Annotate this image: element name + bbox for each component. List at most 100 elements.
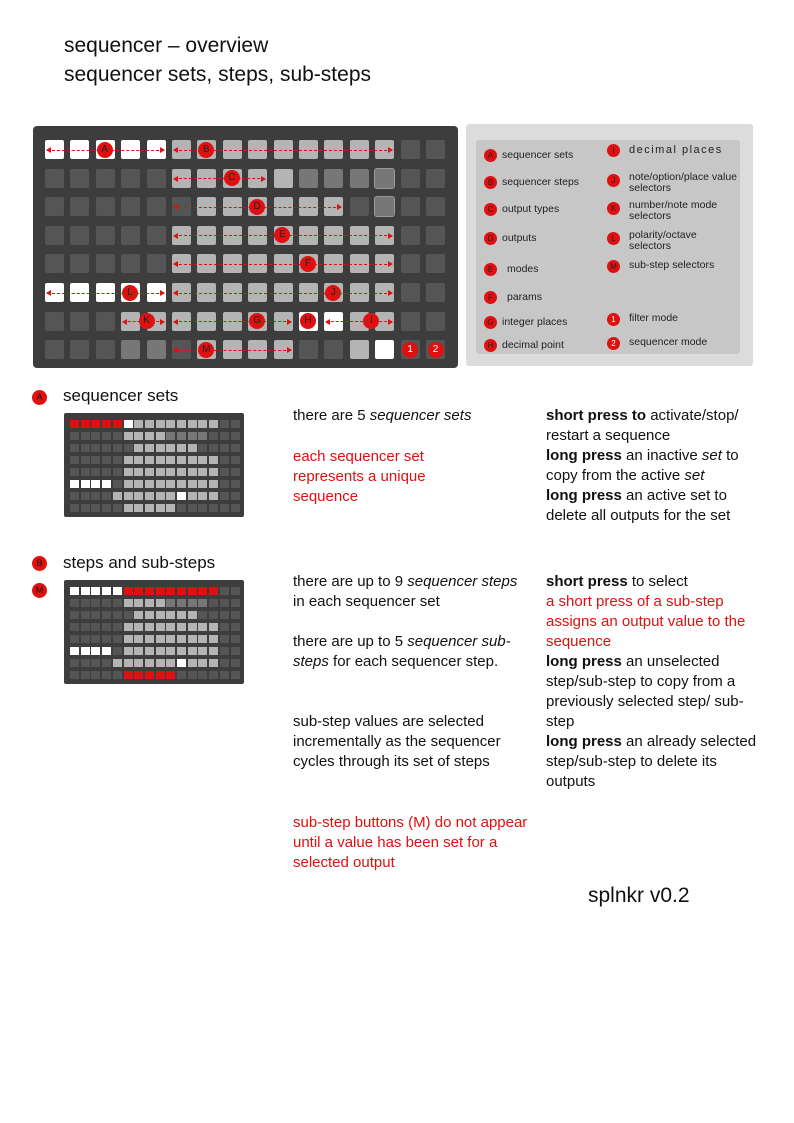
legend-item: outputs xyxy=(502,232,537,244)
grid-button[interactable] xyxy=(375,340,395,360)
grid-button[interactable] xyxy=(121,225,141,245)
mini-grid-button xyxy=(187,623,197,631)
grid-button[interactable] xyxy=(426,283,445,302)
grid-button[interactable] xyxy=(121,254,141,274)
arrowhead-right-icon xyxy=(286,347,292,354)
grid-button[interactable] xyxy=(45,197,64,217)
mini-grid-button xyxy=(134,444,144,452)
mini-grid-button xyxy=(102,587,112,595)
grid-button[interactable] xyxy=(45,340,64,360)
mini-grid-button xyxy=(198,671,208,679)
grid-button[interactable] xyxy=(95,168,115,188)
legend-item: note/option/place value selectors xyxy=(629,171,737,194)
mini-grid-button xyxy=(219,456,229,464)
grid-button[interactable] xyxy=(426,168,445,188)
arrowhead-right-icon xyxy=(337,204,343,211)
mini-grid-button xyxy=(155,635,165,643)
grid-button[interactable] xyxy=(121,168,141,188)
mini-grid-button xyxy=(166,444,176,452)
mini-grid-button xyxy=(187,647,197,655)
mini-grid-button xyxy=(123,599,133,607)
mini-grid-button xyxy=(102,420,112,428)
grid-button[interactable] xyxy=(45,254,64,274)
mini-grid-button xyxy=(219,468,229,476)
grid-button[interactable] xyxy=(324,340,344,360)
mini-grid-button xyxy=(209,671,219,679)
mini-grid-button xyxy=(112,647,122,655)
mini-grid-button xyxy=(230,492,240,500)
grid-button[interactable] xyxy=(95,254,115,274)
grid-button[interactable] xyxy=(146,340,166,360)
grid-button[interactable] xyxy=(45,168,64,188)
grid-button[interactable] xyxy=(400,197,420,217)
mini-grid-button xyxy=(91,420,101,428)
grid-button[interactable] xyxy=(349,168,369,188)
grid-button[interactable] xyxy=(299,340,318,360)
grid-button[interactable] xyxy=(400,168,420,188)
grid-button[interactable] xyxy=(146,254,166,274)
grid-button[interactable] xyxy=(70,311,90,331)
grid-button[interactable] xyxy=(374,196,396,218)
grid-button[interactable] xyxy=(400,140,420,159)
grid-button[interactable] xyxy=(146,197,166,217)
mini-grid-button xyxy=(177,659,186,667)
grid-button[interactable] xyxy=(400,254,420,274)
grid-button[interactable] xyxy=(400,311,420,331)
grid-button[interactable] xyxy=(273,168,293,188)
mini-grid-button xyxy=(112,671,122,679)
mini-grid-button xyxy=(209,456,219,464)
mini-grid-button xyxy=(209,420,219,428)
grid-button[interactable] xyxy=(400,225,420,245)
grid-button[interactable] xyxy=(299,168,318,188)
grid-button[interactable] xyxy=(426,311,445,331)
grid-button[interactable] xyxy=(146,225,166,245)
grid-button[interactable] xyxy=(349,340,369,360)
grid-button[interactable] xyxy=(146,168,166,188)
mini-grid-button xyxy=(219,480,229,488)
mini-grid-button xyxy=(166,611,176,619)
mini-grid-button xyxy=(80,480,90,488)
mini-grid-button xyxy=(198,432,208,440)
mini-grid-button xyxy=(80,587,90,595)
grid-button[interactable] xyxy=(70,254,90,274)
mini-grid-button xyxy=(112,420,122,428)
grid-button[interactable] xyxy=(121,340,141,360)
grid-button[interactable] xyxy=(95,197,115,217)
arrowhead-left-icon xyxy=(173,347,178,354)
arrowhead-right-icon xyxy=(159,290,165,296)
grid-button[interactable] xyxy=(95,340,115,360)
grid-button[interactable] xyxy=(45,311,64,331)
mini-grid-button xyxy=(198,659,208,667)
grid-button[interactable] xyxy=(400,283,420,302)
mini-grid-button xyxy=(219,623,229,631)
grid-button[interactable] xyxy=(95,311,115,331)
grid-button[interactable] xyxy=(426,197,445,217)
mini-grid-button xyxy=(187,587,197,595)
grid-button[interactable] xyxy=(374,167,396,189)
version-footer: splnkr v0.2 xyxy=(588,884,690,907)
mini-grid-button xyxy=(187,599,197,607)
grid-button[interactable] xyxy=(426,254,445,274)
grid-button[interactable] xyxy=(70,168,90,188)
arrowhead-right-icon xyxy=(159,318,165,325)
mini-grid-button xyxy=(102,504,112,512)
grid-button[interactable] xyxy=(45,225,64,245)
grid-button[interactable] xyxy=(426,225,445,245)
grid-button[interactable] xyxy=(70,197,90,217)
mini-grid-button xyxy=(144,480,154,488)
label-j: J xyxy=(325,284,342,301)
grid-button[interactable] xyxy=(121,197,141,217)
grid-button[interactable] xyxy=(426,140,445,159)
mini-grid-button xyxy=(134,480,144,488)
grid-button[interactable] xyxy=(70,340,90,360)
grid-button[interactable] xyxy=(70,225,90,245)
grid-button[interactable] xyxy=(95,225,115,245)
mini-grid-button xyxy=(112,587,122,595)
grid-button[interactable] xyxy=(349,197,369,217)
grid-button[interactable] xyxy=(324,168,344,188)
mini-grid-button xyxy=(112,504,122,512)
mini-grid-button xyxy=(123,480,133,488)
arrowhead-left-icon xyxy=(173,175,178,182)
mini-grid-button xyxy=(91,444,101,452)
